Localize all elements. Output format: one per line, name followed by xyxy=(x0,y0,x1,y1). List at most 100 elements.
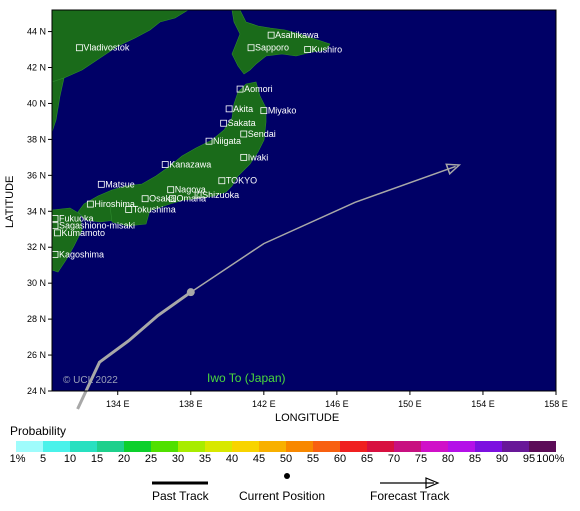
city-label: TOKYO xyxy=(226,176,257,186)
city-marker xyxy=(194,191,202,199)
probability-scale-label: 75 xyxy=(414,453,428,465)
probability-scale-label: 70 xyxy=(387,453,401,465)
city-label: Akita xyxy=(233,104,253,114)
storm-track xyxy=(76,163,462,410)
city-marker xyxy=(205,137,213,145)
lat-tick-label: 32 N xyxy=(27,242,46,252)
city-label: Osaka xyxy=(149,194,175,204)
probability-swatch xyxy=(502,441,529,452)
city-marker xyxy=(304,46,312,53)
probability-title: Probability xyxy=(10,424,67,438)
city-marker xyxy=(267,31,275,39)
current-position-label: Current Position xyxy=(239,489,326,503)
lat-tick-label: 24 N xyxy=(27,386,46,396)
lat-tick-label: 44 N xyxy=(27,27,46,37)
city-label: Iwaki xyxy=(248,152,269,162)
lon-tick-label: 142 E xyxy=(252,399,276,409)
probability-scale-label: 25 xyxy=(144,453,158,465)
probability-scale-label: 40 xyxy=(225,453,239,465)
probability-scale-label: 50 xyxy=(279,453,293,465)
probability-swatch xyxy=(286,441,313,452)
probability-scale xyxy=(16,441,556,452)
probability-scale-label: 55 xyxy=(306,453,320,465)
probability-swatch xyxy=(16,441,43,452)
cities: Vladivostok Asahikawa Sapporo Kushiro Aomori… xyxy=(51,30,343,259)
city-marker xyxy=(86,200,94,208)
city-marker xyxy=(125,206,133,213)
shikoku xyxy=(109,203,151,227)
lat-tick-label: 30 N xyxy=(27,278,46,288)
city-marker xyxy=(236,85,244,93)
city-label: Shizuoka xyxy=(202,190,239,200)
probability-swatch xyxy=(232,441,259,452)
city-marker xyxy=(225,105,233,113)
y-axis-title: LATITUDE xyxy=(4,176,16,228)
probability-scale-label: 80 xyxy=(441,453,455,465)
city-label: Kushiro xyxy=(312,45,343,55)
landmass xyxy=(51,9,331,273)
city-label: Kagoshima xyxy=(59,249,104,259)
city-label: Sagashiono-misaki xyxy=(59,221,135,231)
lat-tick-label: 34 N xyxy=(27,206,46,216)
probability-swatch xyxy=(529,441,556,452)
map-panel: 24 N 26 N 28 N 30 N 32 N 34 N 36 N 38 N 40 N 42 N… xyxy=(4,9,568,424)
kyushu xyxy=(51,207,83,273)
forecast-track-legend-icon xyxy=(380,477,440,489)
city-marker xyxy=(141,195,149,203)
copyright-text: © UCL 2022 xyxy=(63,375,118,386)
city-label: Fukuoka xyxy=(59,213,94,223)
city-label: Asahikawa xyxy=(275,30,319,40)
probability-scale-label: 45 xyxy=(252,453,266,465)
x-axis-title: LONGITUDE xyxy=(275,412,339,424)
probability-swatch xyxy=(367,441,394,452)
city-marker xyxy=(220,119,228,127)
current-position-marker xyxy=(186,288,195,297)
probability-swatch xyxy=(340,441,367,452)
lon-ticks: 134 E 138 E 142 E 146 E 150 E 154 E 158 E xyxy=(106,391,568,409)
city-marker xyxy=(97,180,105,188)
probability-scale-label: 5 xyxy=(39,453,47,465)
city-label: Niigata xyxy=(213,136,241,146)
probability-swatch xyxy=(259,441,286,452)
forecast-arrow-head xyxy=(445,163,462,176)
lon-tick-label: 134 E xyxy=(106,399,130,409)
probability-scale-label: 10 xyxy=(63,453,77,465)
probability-scale-label: 95 xyxy=(522,453,536,465)
lat-tick-label: 26 N xyxy=(27,350,46,360)
city-label: Aomori xyxy=(244,84,273,94)
probability-swatch xyxy=(421,441,448,452)
city-label: Tokushima xyxy=(133,204,176,214)
probability-swatch xyxy=(448,441,475,452)
lon-tick-label: 150 E xyxy=(398,399,422,409)
city-marker xyxy=(167,186,175,194)
probability-scale-label: 1% xyxy=(9,453,26,465)
forecast-track-label: Forecast Track xyxy=(370,489,450,503)
probability-swatch xyxy=(70,441,97,452)
city-marker xyxy=(240,130,248,138)
probability-swatch xyxy=(205,441,232,452)
probability-scale-label: 65 xyxy=(360,453,374,465)
probability-scale-label: 60 xyxy=(333,453,347,465)
probability-scale-label: 85 xyxy=(468,453,482,465)
lat-tick-label: 28 N xyxy=(27,314,46,324)
city-label: Matsue xyxy=(105,179,135,189)
probability-scale-label: 100% xyxy=(536,453,565,465)
lat-tick-label: 40 N xyxy=(27,98,46,108)
city-label: Hiroshima xyxy=(94,199,135,209)
probability-swatch xyxy=(178,441,205,452)
city-label: Kumamoto xyxy=(61,228,105,238)
forecast-track-line xyxy=(190,165,456,293)
lon-tick-label: 146 E xyxy=(325,399,349,409)
city-label: Nagoya xyxy=(175,185,206,195)
past-track-line xyxy=(76,290,192,410)
probability-swatch xyxy=(475,441,502,452)
city-marker xyxy=(54,229,61,237)
probability-swatch xyxy=(124,441,151,452)
city-marker xyxy=(260,107,268,115)
lon-tick-label: 138 E xyxy=(179,399,203,409)
city-marker xyxy=(218,177,226,185)
probability-scale-label: 90 xyxy=(495,453,509,465)
current-position-legend-icon xyxy=(284,473,290,479)
probability-swatch xyxy=(313,441,340,452)
map-frame xyxy=(51,9,557,392)
